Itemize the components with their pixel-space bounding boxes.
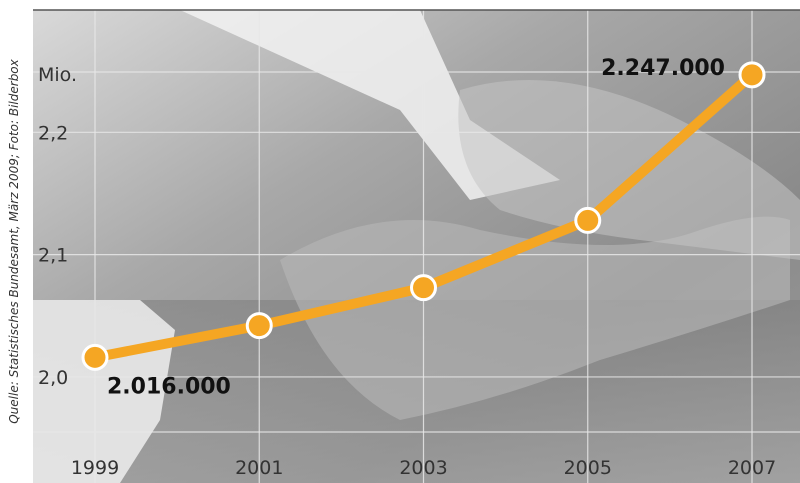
data-point-1999 bbox=[81, 343, 109, 371]
y-axis-unit-label: Mio. bbox=[38, 64, 77, 86]
value-annotations: 2.016.000 2.247.000 bbox=[107, 56, 725, 400]
background-photo bbox=[33, 10, 800, 483]
grid-lines bbox=[33, 9, 800, 483]
x-tick-label: 2005 bbox=[564, 457, 612, 479]
value-label: 2.016.000 bbox=[107, 374, 231, 399]
x-tick-label: 2001 bbox=[235, 457, 283, 479]
data-point-2005 bbox=[574, 206, 602, 234]
source-credit: Quelle: Statistisches Bundesamt, März 20… bbox=[7, 59, 21, 424]
x-tick-label: 2007 bbox=[728, 457, 776, 479]
data-point-2003 bbox=[410, 274, 437, 302]
y-tick-label: 2,1 bbox=[38, 245, 68, 267]
y-tick-label: 2,0 bbox=[38, 367, 68, 389]
x-axis-ticks: 1999 2001 2003 2005 2007 bbox=[71, 457, 776, 479]
data-point-2001 bbox=[245, 312, 273, 340]
x-tick-label: 1999 bbox=[71, 457, 119, 479]
y-tick-label: 2,2 bbox=[38, 122, 68, 144]
y-axis-ticks: 2,0 2,1 2,2 bbox=[38, 122, 68, 389]
data-points bbox=[81, 61, 766, 371]
x-tick-label: 2003 bbox=[399, 457, 447, 479]
data-point-2007 bbox=[738, 61, 766, 89]
value-label: 2.247.000 bbox=[601, 56, 725, 81]
